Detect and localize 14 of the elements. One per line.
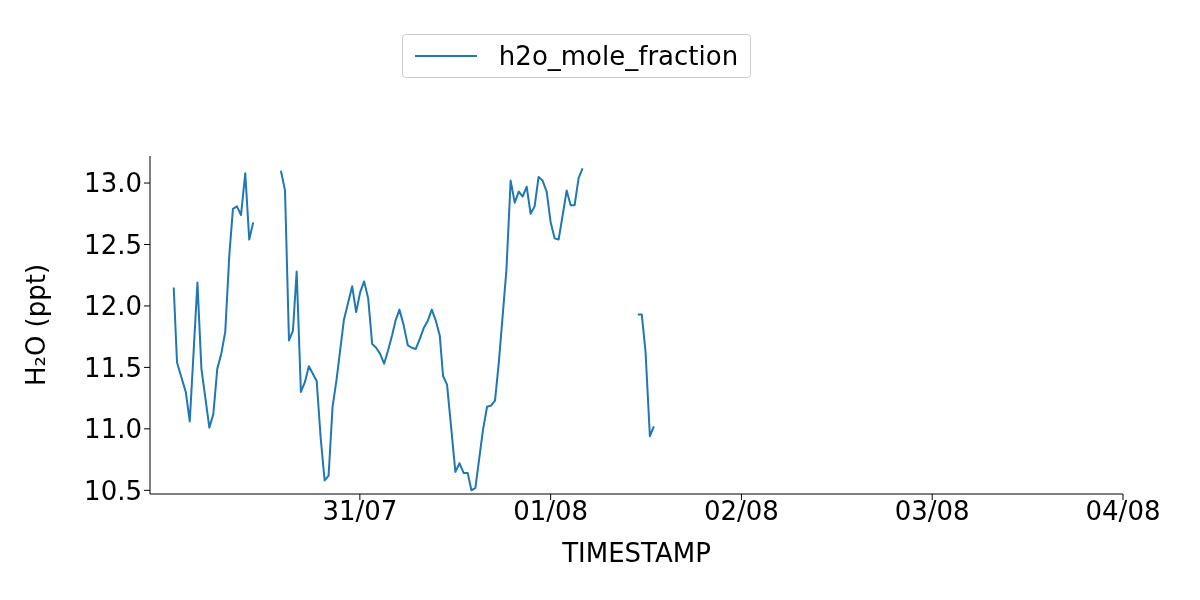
y-tick-label: 10.5 [84, 475, 142, 506]
x-tick-label: 02/08 [703, 496, 779, 527]
y-tick-label: 11.0 [84, 414, 142, 445]
x-tick-label: 31/07 [322, 496, 398, 527]
legend-label: h2o_mole_fraction [498, 41, 739, 71]
y-tick-label: 12.0 [84, 291, 142, 322]
x-tick-label: 03/08 [894, 496, 970, 527]
y-tick-label: 11.5 [84, 352, 142, 383]
y-tick-label: 13.0 [84, 168, 142, 199]
x-tick-label: 04/08 [1085, 496, 1161, 527]
x-axis-title: TIMESTAMP [561, 538, 711, 568]
y-tick-label: 12.5 [84, 229, 142, 260]
x-tick-label: 01/08 [513, 496, 589, 527]
y-axis-title: H₂O (ppt) [21, 263, 52, 387]
